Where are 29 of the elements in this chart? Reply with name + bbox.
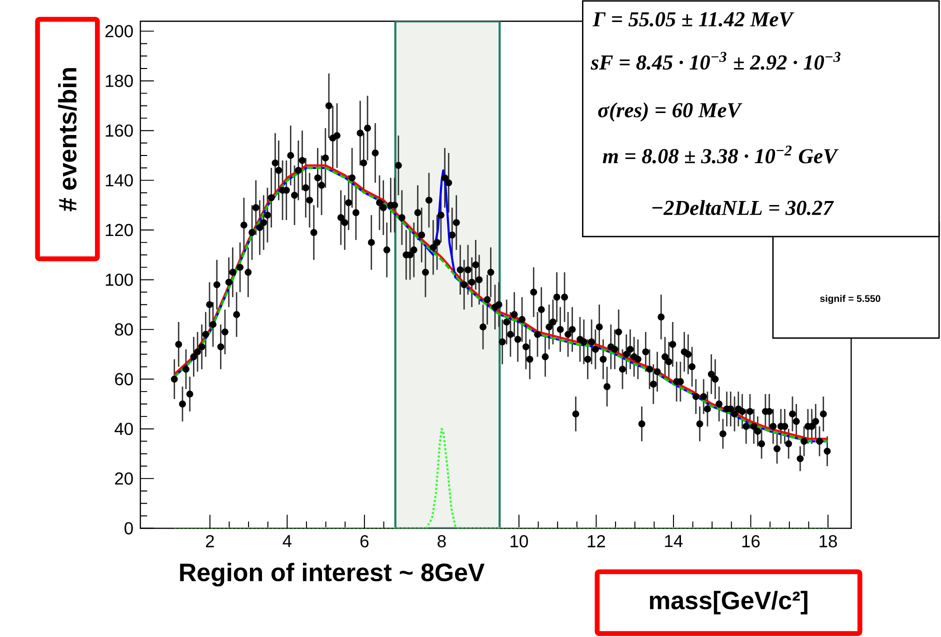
x-tick-label: 4 [282,534,292,547]
y-tick-label: 20 [115,472,133,485]
x-tick-label: 14 [665,534,683,547]
y-axis-title: # events/bin [58,68,77,212]
y-tick-label: 100 [106,273,133,286]
y-tick-label: 0 [124,522,133,534]
y-tick-label: 160 [106,124,133,137]
y-tick-label: 140 [106,174,133,186]
x-tick-label: 2 [206,534,214,548]
x-tick-label: 18 [820,534,837,548]
annotation: σ(res) = 60 MeV [598,102,742,122]
x-tick-label: 6 [360,534,369,548]
y-tick-label: 120 [106,224,133,236]
annotation: sF = 8.45 · 10$^{−3}$ ± 2.92 · 10$^{−3}$ [590,52,840,70]
x-tick-label: 10 [510,534,528,548]
annotation: signif = 5.550 [820,294,880,304]
x-tick-label: 16 [742,534,760,548]
text: Region of interest ~ 8GeV [180,562,485,586]
x-tick-label: 8 [438,534,446,548]
annotation: Γ = 55.05 ± 11.42 MeV [592,12,794,26]
y-tick-label: 40 [114,422,133,435]
y-tick-label: 80 [114,323,133,336]
x-axis-title: mass[GeV/c²] [650,590,808,614]
y-tick-label: 180 [106,74,133,87]
annotation: m = 8.08 ± 3.38 · 10$^{−2}$ GeV [602,145,839,164]
y-tick-label: 200 [105,24,133,38]
annotation: −2DeltaNLL = 30.27 [652,200,834,215]
y-tick-label: 60 [115,372,133,386]
x-tick-label: 12 [588,534,606,548]
